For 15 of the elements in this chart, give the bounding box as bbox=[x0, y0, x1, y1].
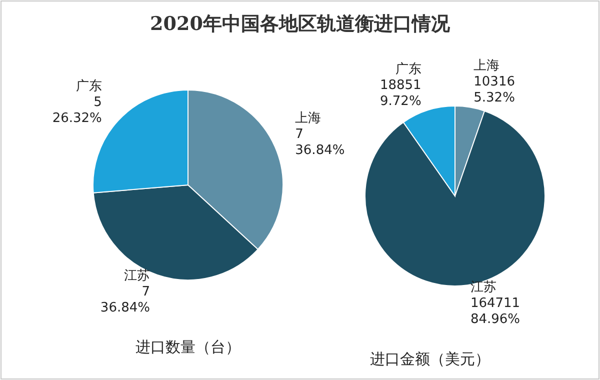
slice-label: 上海 bbox=[295, 111, 322, 126]
data-label: 5 26.32% bbox=[52, 94, 102, 126]
data-label: 7 36.84% bbox=[100, 284, 150, 316]
slice-label: 广东 bbox=[76, 78, 102, 94]
text: 进口数量（台） bbox=[136, 338, 240, 356]
chart-title: 2020年中国各地区轨道衡进口情况 bbox=[150, 13, 451, 35]
slice-label: 江苏 bbox=[124, 268, 150, 284]
slice-label: 江苏 bbox=[470, 280, 496, 295]
data-label: 18851 9.72% bbox=[380, 78, 422, 110]
slice-label: 广东 bbox=[395, 62, 422, 78]
data-label: 164711 84.96% bbox=[470, 296, 520, 327]
data-label: 7 36.84% bbox=[295, 127, 345, 158]
slice-label: 上海 bbox=[474, 58, 500, 74]
text: 进口金额（美元） bbox=[370, 350, 490, 368]
data-label: 10316 5.32% bbox=[474, 74, 515, 106]
